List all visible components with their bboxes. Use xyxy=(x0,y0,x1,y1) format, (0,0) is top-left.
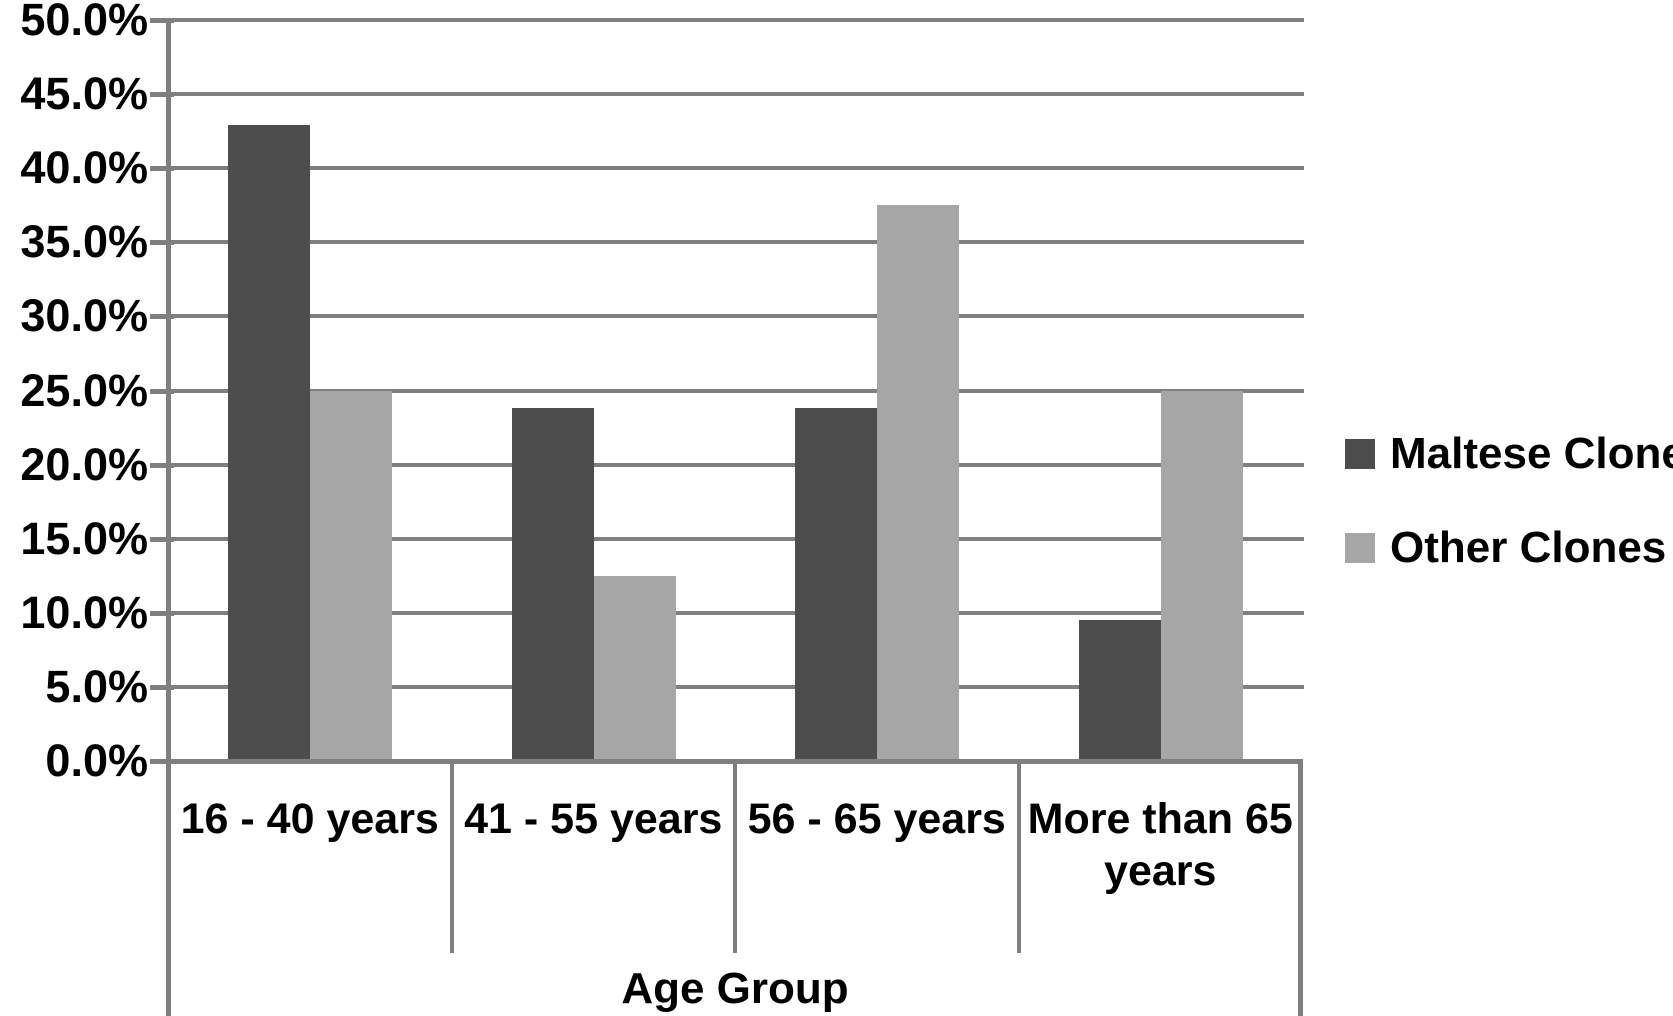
gridline xyxy=(168,462,1304,467)
gridline xyxy=(168,536,1304,541)
bar-other-clones xyxy=(877,205,959,764)
bar-maltese-clone xyxy=(795,408,877,764)
bar-other-clones xyxy=(310,390,392,764)
y-axis-tick xyxy=(150,92,174,98)
y-axis-tick-label: 5.0% xyxy=(45,660,148,712)
y-axis-line xyxy=(166,18,171,1016)
x-axis-title: Age Group xyxy=(621,964,849,1013)
y-axis-tick-label: 10.0% xyxy=(20,586,148,638)
y-axis-tick-label: 30.0% xyxy=(20,290,148,342)
category-table-right-border xyxy=(1298,761,1303,1016)
y-axis-tick xyxy=(150,388,174,394)
category-divider xyxy=(1016,761,1021,953)
category-label: 16 - 40 years xyxy=(180,795,439,843)
y-axis-tick xyxy=(150,536,174,542)
gridline xyxy=(168,240,1304,245)
gridline xyxy=(168,166,1304,171)
category-label: 56 - 65 years xyxy=(747,795,1006,843)
legend-label: Other Clones xyxy=(1390,523,1667,572)
y-axis-tick-label: 40.0% xyxy=(20,142,148,194)
y-axis-tick xyxy=(150,18,174,23)
bar-maltese-clone xyxy=(1078,620,1161,764)
y-axis-tick xyxy=(150,314,174,320)
y-axis-tick-label: 0.0% xyxy=(45,735,148,786)
category-label: 41 - 55 years xyxy=(464,795,723,843)
bar-maltese-clone xyxy=(511,408,594,764)
y-axis-tick-label: 15.0% xyxy=(20,512,148,564)
y-axis-tick-label: 50.0% xyxy=(20,0,148,45)
legend-swatch-icon xyxy=(1345,533,1375,563)
y-axis-tick xyxy=(150,684,174,690)
gridline xyxy=(168,610,1304,615)
gridline xyxy=(168,684,1304,689)
gridline xyxy=(168,314,1304,319)
y-axis-tick xyxy=(150,240,174,246)
bar-other-clones xyxy=(593,575,676,764)
gridline xyxy=(168,18,1304,22)
y-axis-tick xyxy=(150,462,174,468)
bar-other-clones xyxy=(1160,390,1243,764)
legend-label: Maltese Clone xyxy=(1390,429,1673,478)
y-axis-tick-label: 35.0% xyxy=(20,216,148,268)
legend-entry: Maltese Clone xyxy=(1345,432,1673,476)
category-label: More than 65 years xyxy=(1027,795,1293,895)
category-divider xyxy=(733,761,737,953)
gridline xyxy=(168,92,1304,97)
y-axis-tick-label: 45.0% xyxy=(20,68,148,120)
legend-swatch-icon xyxy=(1345,439,1375,469)
y-axis-tick-label: 25.0% xyxy=(20,364,148,416)
bar-maltese-clone xyxy=(228,125,310,764)
y-axis-tick xyxy=(150,166,174,172)
y-axis-tick-label: 20.0% xyxy=(20,438,148,490)
legend-entry: Other Clones xyxy=(1345,526,1666,570)
y-axis-tick xyxy=(150,610,174,616)
gridline xyxy=(168,388,1304,393)
category-divider xyxy=(449,761,454,953)
x-axis-line xyxy=(150,759,1303,764)
